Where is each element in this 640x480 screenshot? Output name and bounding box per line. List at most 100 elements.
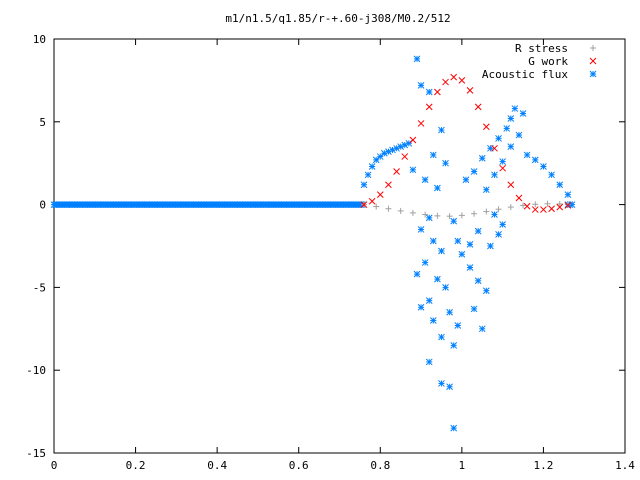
g-work-point xyxy=(376,191,384,199)
acoustic-flux-point xyxy=(503,125,511,132)
acoustic-flux-point xyxy=(474,227,482,235)
y-tick-label: -5 xyxy=(33,281,46,294)
acoustic-flux-point xyxy=(523,151,531,159)
acoustic-flux-point xyxy=(454,322,462,329)
acoustic-flux-point xyxy=(499,221,506,228)
g-work-point xyxy=(409,136,417,144)
acoustic-flux-point xyxy=(425,214,433,222)
y-tick-label: -15 xyxy=(26,447,46,460)
acoustic-flux-point xyxy=(450,342,458,349)
acoustic-flux-point xyxy=(450,424,458,432)
acoustic-flux-point xyxy=(491,171,498,179)
r-stress-point xyxy=(520,202,527,209)
g-work-point xyxy=(564,202,572,209)
r-stress-point xyxy=(507,204,514,211)
acoustic-flux-point xyxy=(413,270,421,278)
acoustic-flux-point xyxy=(409,166,417,174)
r-stress-point xyxy=(446,213,453,220)
acoustic-flux-point xyxy=(421,259,429,266)
legend-label-r-stress: R stress xyxy=(515,42,568,55)
r-stress-point xyxy=(373,203,380,210)
r-stress-point xyxy=(422,211,429,218)
acoustic-flux-point xyxy=(458,250,466,258)
acoustic-flux-point xyxy=(438,333,445,341)
g-work-point xyxy=(458,77,466,84)
g-work-point xyxy=(548,205,555,213)
g-work-point xyxy=(385,181,392,189)
r-stress-series xyxy=(360,200,571,220)
x-tick-label: 0.4 xyxy=(207,459,227,472)
acoustic-flux-point xyxy=(511,105,519,112)
legend-label-g-work: G work xyxy=(528,55,568,68)
acoustic-flux-point xyxy=(438,380,445,387)
acoustic-flux-point xyxy=(495,135,502,142)
acoustic-flux-point xyxy=(429,237,437,245)
acoustic-flux-point xyxy=(470,168,478,175)
acoustic-flux-point xyxy=(462,176,470,184)
g-work-point xyxy=(507,181,515,189)
acoustic-flux-point xyxy=(507,143,515,150)
acoustic-flux-point xyxy=(429,151,437,159)
x-tick-label: 0.8 xyxy=(370,459,390,472)
g-work-point xyxy=(360,201,368,208)
acoustic-flux-point xyxy=(466,240,474,248)
acoustic-flux-point xyxy=(450,217,458,225)
g-work-point xyxy=(515,194,523,202)
acoustic-flux-point xyxy=(421,176,429,184)
acoustic-flux-point xyxy=(442,284,449,291)
g-work-point xyxy=(417,120,425,127)
acoustic-flux-baseline xyxy=(50,201,576,208)
y-tick-label: -10 xyxy=(26,364,46,377)
acoustic-flux-point xyxy=(425,297,433,305)
r-stress-point xyxy=(544,200,551,207)
r-stress-point xyxy=(532,201,539,208)
acoustic-flux-point xyxy=(442,159,449,167)
acoustic-flux-point xyxy=(482,186,490,194)
g-work-point xyxy=(523,202,531,210)
g-work-point xyxy=(531,206,539,213)
g-work-series xyxy=(360,73,572,213)
acoustic-flux-point xyxy=(478,154,486,162)
acoustic-flux-point xyxy=(376,153,384,160)
r-stress-point xyxy=(434,212,441,219)
r-stress-point xyxy=(483,208,490,215)
g-work-point xyxy=(482,123,490,131)
plot-frame xyxy=(53,38,626,454)
g-work-point xyxy=(425,103,433,111)
g-work-point xyxy=(466,86,474,94)
acoustic-flux-point xyxy=(434,275,441,283)
acoustic-flux-point xyxy=(446,308,453,316)
acoustic-flux-point xyxy=(487,242,494,250)
acoustic-flux-point xyxy=(495,231,502,238)
r-stress-point xyxy=(397,207,404,214)
acoustic-flux-point xyxy=(515,131,523,139)
data-points xyxy=(50,55,576,432)
acoustic-flux-point xyxy=(413,55,421,63)
y-tick-label: 5 xyxy=(39,116,46,129)
axis-ticks: 0 0.2 0.4 0.6 0.8 1 1.2 1.4 10 5 0 -5 -10 -15 xyxy=(26,33,635,472)
g-work-point xyxy=(450,73,458,81)
acoustic-flux-point xyxy=(531,156,539,164)
r-stress-point xyxy=(495,206,502,213)
x-tick-label: 1.2 xyxy=(533,459,553,472)
acoustic-flux-point xyxy=(548,171,555,179)
acoustic-flux-point xyxy=(474,277,482,285)
x-tick-label: 1.4 xyxy=(615,459,635,472)
acoustic-flux-point xyxy=(499,158,506,165)
g-work-point xyxy=(368,197,376,205)
acoustic-flux-point xyxy=(417,82,425,89)
chart-title: m1/n1.5/q1.85/r-+.60-j308/M0.2/512 xyxy=(225,12,450,25)
x-tick-label: 0.6 xyxy=(289,459,309,472)
acoustic-flux-point xyxy=(434,184,441,192)
g-work-point xyxy=(401,153,409,160)
acoustic-flux-point xyxy=(429,317,437,324)
acoustic-flux-point xyxy=(507,115,515,122)
acoustic-flux-point xyxy=(491,211,498,218)
r-stress-point xyxy=(458,212,465,219)
acoustic-flux-point xyxy=(454,237,462,245)
r-stress-point xyxy=(564,201,571,208)
g-work-point xyxy=(499,164,506,172)
acoustic-flux-point xyxy=(556,181,564,189)
